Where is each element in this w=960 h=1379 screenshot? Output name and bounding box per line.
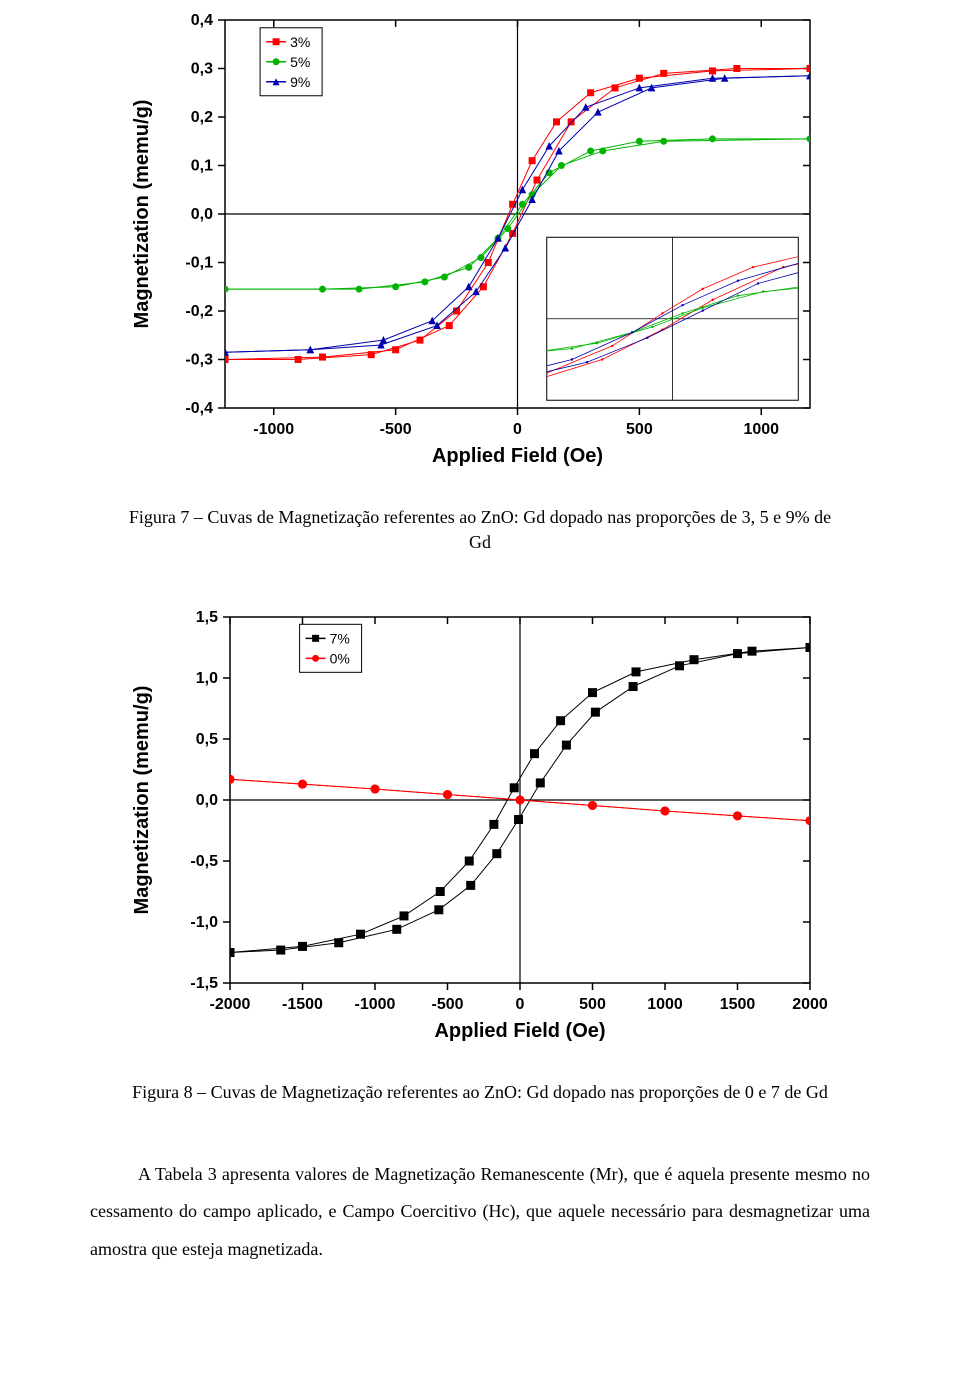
- figure-8-caption: Figura 8 – Cuvas de Magnetização referen…: [120, 1080, 840, 1105]
- svg-text:1,0: 1,0: [196, 670, 218, 687]
- svg-text:500: 500: [626, 421, 653, 438]
- figure-7-caption: Figura 7 – Cuvas de Magnetização referen…: [120, 505, 840, 555]
- svg-text:-0,5: -0,5: [190, 853, 218, 870]
- body-paragraph-1: A Tabela 3 apresenta valores de Magnetiz…: [90, 1156, 870, 1269]
- svg-text:2000: 2000: [792, 996, 828, 1013]
- svg-text:9%: 9%: [290, 74, 310, 90]
- svg-text:0,4: 0,4: [191, 12, 213, 29]
- svg-text:Applied Field (Oe): Applied Field (Oe): [432, 445, 603, 467]
- svg-text:0,0: 0,0: [196, 792, 218, 809]
- svg-text:0,2: 0,2: [191, 109, 213, 126]
- svg-text:Applied Field (Oe): Applied Field (Oe): [434, 1020, 605, 1042]
- figure-8: -2000 -1500 -1000 -500 0 500 1000 1500 2000 -1,5 -…: [60, 605, 900, 1050]
- svg-text:-0,4: -0,4: [185, 400, 213, 417]
- svg-text:Magnetization (memu/g): Magnetization (memu/g): [131, 686, 153, 915]
- svg-text:7%: 7%: [330, 631, 350, 647]
- svg-text:3%: 3%: [290, 34, 310, 50]
- svg-text:-1500: -1500: [282, 996, 323, 1013]
- svg-text:1,5: 1,5: [196, 609, 218, 626]
- svg-text:-0,2: -0,2: [185, 303, 213, 320]
- figure-7-chart: -1000 -500 0 500 1000 -0,4 -0,3 -0,2 -0,1 0,0 0,1 0…: [130, 10, 830, 475]
- svg-text:-0,1: -0,1: [185, 255, 213, 272]
- svg-text:500: 500: [579, 996, 606, 1013]
- svg-text:0,3: 0,3: [191, 61, 213, 78]
- svg-text:1500: 1500: [720, 996, 756, 1013]
- svg-text:-1,5: -1,5: [190, 975, 218, 992]
- svg-text:-2000: -2000: [210, 996, 251, 1013]
- svg-text:-1000: -1000: [253, 421, 294, 438]
- svg-text:-1,0: -1,0: [190, 914, 218, 931]
- svg-text:-1000: -1000: [355, 996, 396, 1013]
- svg-text:0,0: 0,0: [191, 206, 213, 223]
- svg-text:-500: -500: [431, 996, 463, 1013]
- figure-7: -1000 -500 0 500 1000 -0,4 -0,3 -0,2 -0,1 0,0 0,1 0…: [60, 10, 900, 475]
- svg-text:0%: 0%: [330, 651, 350, 667]
- svg-text:0: 0: [516, 996, 525, 1013]
- svg-text:1000: 1000: [647, 996, 683, 1013]
- svg-text:-0,3: -0,3: [185, 352, 213, 369]
- svg-text:Magnetization (memu/g): Magnetization (memu/g): [131, 100, 153, 329]
- svg-text:0,1: 0,1: [191, 158, 213, 175]
- svg-text:-500: -500: [380, 421, 412, 438]
- figure-8-chart: -2000 -1500 -1000 -500 0 500 1000 1500 2000 -1,5 -…: [130, 605, 830, 1050]
- svg-text:0: 0: [513, 421, 522, 438]
- svg-text:5%: 5%: [290, 54, 310, 70]
- svg-text:0,5: 0,5: [196, 731, 218, 748]
- svg-text:1000: 1000: [743, 421, 779, 438]
